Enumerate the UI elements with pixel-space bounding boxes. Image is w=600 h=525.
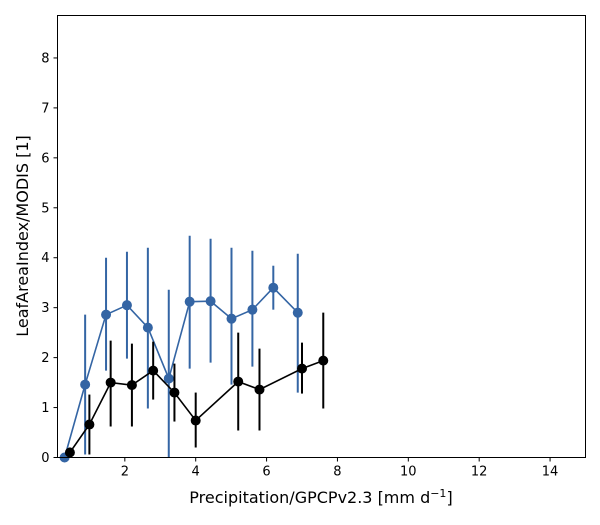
x-tick-label: 2 — [121, 465, 129, 480]
data-point — [292, 307, 303, 318]
x-tick-label: 12 — [471, 465, 488, 480]
data-point — [190, 415, 201, 426]
y-axis-title: LeafAreaIndex/MODIS [1] — [13, 135, 32, 337]
data-point — [169, 387, 180, 398]
series-2 — [64, 312, 329, 458]
data-point — [268, 282, 279, 293]
y-axis-ticks: 0 1 2 3 4 5 6 7 8 — [41, 51, 58, 466]
data-point — [297, 363, 308, 374]
y-tick-label: 6 — [41, 151, 49, 166]
data-point — [226, 313, 237, 324]
x-tick-label: 14 — [542, 465, 559, 480]
data-point — [148, 365, 159, 376]
y-tick-label: 3 — [41, 301, 49, 316]
x-tick-label: 10 — [400, 465, 417, 480]
x-axis-title-unit-exponent: −1 — [430, 487, 446, 500]
data-point — [80, 379, 91, 390]
data-point — [233, 376, 244, 387]
data-point — [84, 419, 95, 430]
data-point — [126, 380, 137, 391]
x-axis-title: Precipitation/GPCPv2.3 [mm d−1] — [189, 487, 452, 508]
data-point — [247, 304, 258, 315]
y-tick-label: 8 — [41, 51, 49, 66]
y-tick-label: 1 — [41, 401, 49, 416]
plot-frame — [57, 15, 586, 458]
x-axis-ticks: 2 4 6 8 10 12 14 — [121, 457, 559, 480]
y-tick-label: 2 — [41, 351, 49, 366]
x-tick-label: 8 — [333, 465, 341, 480]
x-tick-label: 6 — [262, 465, 270, 480]
data-point — [101, 309, 112, 320]
data-point — [121, 300, 132, 311]
series-layer — [59, 235, 329, 463]
y-tick-label: 5 — [41, 201, 49, 216]
data-point — [163, 373, 174, 384]
y-tick-label: 4 — [41, 251, 49, 266]
y-tick-label: 7 — [41, 101, 49, 116]
data-point — [142, 322, 153, 333]
y-tick-label: 0 — [41, 451, 49, 466]
data-point — [64, 447, 75, 458]
series-1 — [59, 235, 303, 463]
data-point — [254, 384, 265, 395]
data-point — [205, 296, 216, 307]
data-point — [184, 296, 195, 307]
x-tick-label: 4 — [192, 465, 200, 480]
series-line — [63, 286, 299, 458]
data-point — [318, 355, 329, 366]
data-point — [105, 377, 116, 388]
